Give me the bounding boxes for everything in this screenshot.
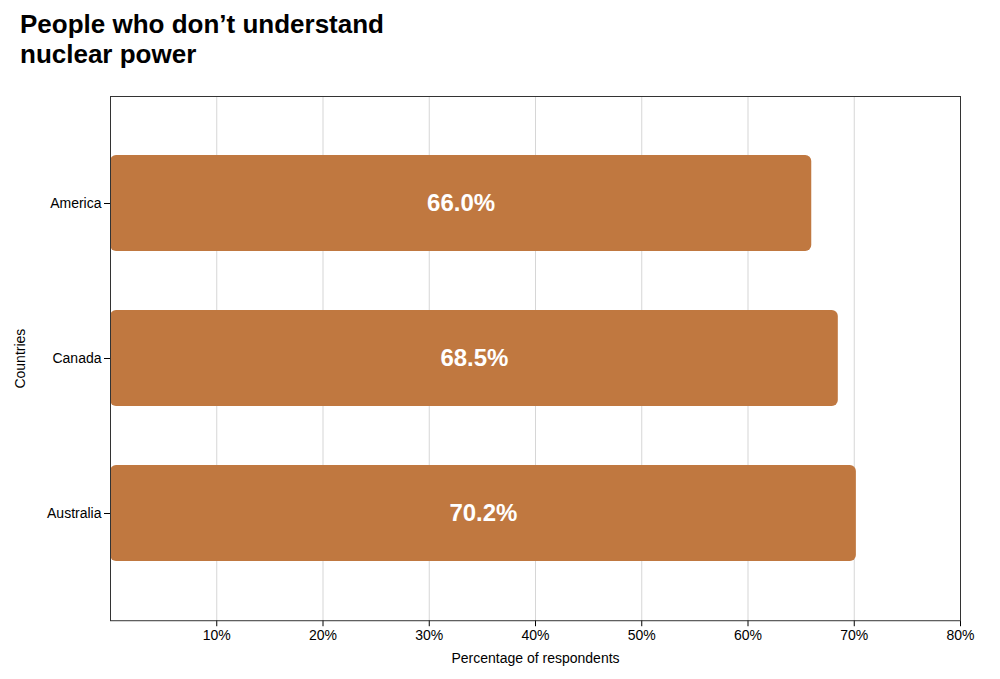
svg-text:10%: 10% xyxy=(203,626,231,642)
svg-text:66.0%: 66.0% xyxy=(427,189,495,216)
svg-text:30%: 30% xyxy=(415,626,443,642)
svg-text:70.2%: 70.2% xyxy=(449,499,517,526)
svg-text:50%: 50% xyxy=(628,626,656,642)
svg-text:Percentage of respondents: Percentage of respondents xyxy=(451,650,619,666)
svg-text:80%: 80% xyxy=(946,626,974,642)
svg-text:America: America xyxy=(50,195,102,211)
html-text:People who don’t understand nu: People who don’t understand nuclear powe… xyxy=(20,9,384,69)
svg-text:Canada: Canada xyxy=(52,350,101,366)
svg-text:68.5%: 68.5% xyxy=(440,344,508,371)
svg-text:20%: 20% xyxy=(309,626,337,642)
svg-text:70%: 70% xyxy=(840,626,868,642)
svg-text:Countries: Countries xyxy=(12,328,28,388)
svg-text:Australia: Australia xyxy=(47,505,102,521)
svg-text:40%: 40% xyxy=(521,626,549,642)
svg-text:60%: 60% xyxy=(734,626,762,642)
